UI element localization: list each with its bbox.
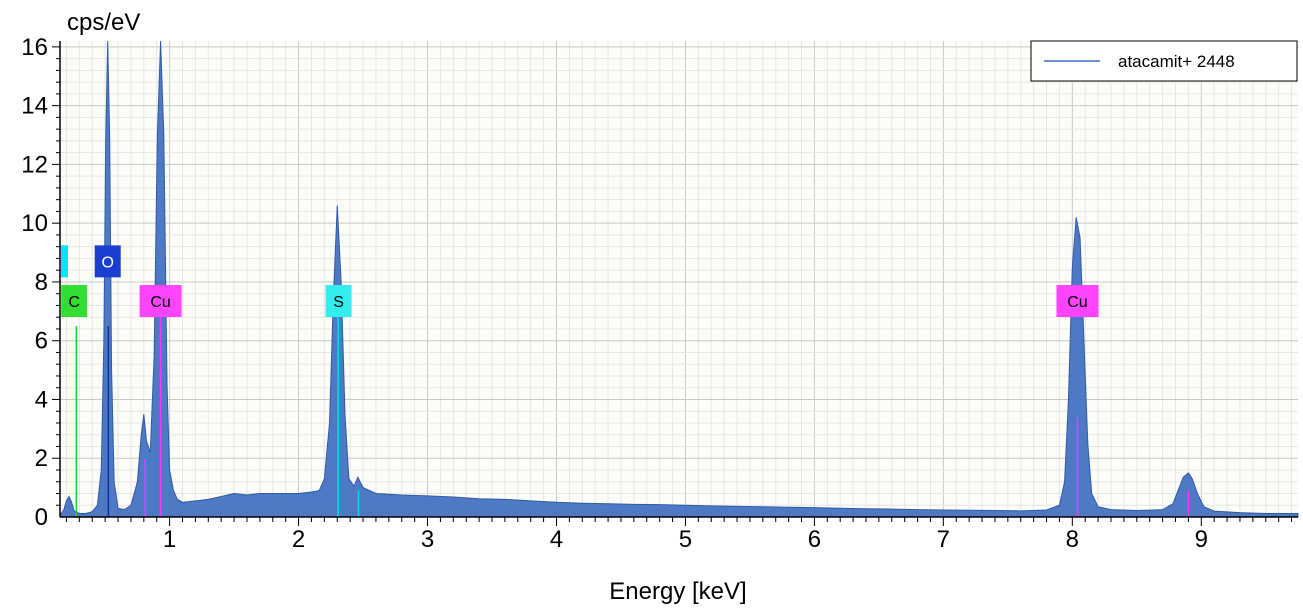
plot-background xyxy=(60,41,1298,517)
y-tick-label: 16 xyxy=(21,34,48,61)
grid xyxy=(60,41,1298,517)
element-label-box xyxy=(94,245,121,278)
y-tick-label: 4 xyxy=(35,386,48,413)
element-lines xyxy=(75,305,1190,517)
element-label: Cu xyxy=(150,294,170,311)
element-label: O xyxy=(101,254,113,271)
y-axis-label: cps/eV xyxy=(67,9,140,36)
spectrum-area xyxy=(59,40,1299,518)
x-tick-label: 9 xyxy=(1195,526,1208,553)
x-tick-label: 1 xyxy=(163,526,176,553)
y-tick-label: 12 xyxy=(21,151,48,178)
y-tick-label: 14 xyxy=(21,93,48,120)
x-tick-label: 6 xyxy=(808,526,821,553)
series-0-area xyxy=(59,40,1299,518)
element-label: Cu xyxy=(1067,294,1087,311)
element-label: S xyxy=(333,294,344,311)
element-label: C xyxy=(68,294,80,311)
y-tick-label: 10 xyxy=(21,210,48,237)
x-tick-label: 5 xyxy=(679,526,692,553)
x-tick-label: 2 xyxy=(292,526,305,553)
y-tick-label: 6 xyxy=(35,328,48,355)
legend: atacamit+ 2448 xyxy=(1030,40,1298,82)
element-labels: O C Cu S Cu xyxy=(61,245,1099,318)
x-tick-label: 3 xyxy=(421,526,434,553)
legend-entry: atacamit+ 2448 xyxy=(1118,52,1235,71)
y-tick-label: 2 xyxy=(35,445,48,472)
element-label-box xyxy=(139,285,182,318)
y-tick-label: 0 xyxy=(35,504,48,531)
x-tick-label: 8 xyxy=(1066,526,1079,553)
element-label-box xyxy=(61,245,68,278)
element-label-box xyxy=(1056,285,1099,318)
x-tick-label: 4 xyxy=(550,526,563,553)
element-label-box xyxy=(325,285,352,318)
x-axis-label: Energy [keV] xyxy=(609,578,746,605)
y-tick-label: 8 xyxy=(35,269,48,296)
element-label-box xyxy=(61,285,88,318)
x-tick-label: 7 xyxy=(937,526,950,553)
